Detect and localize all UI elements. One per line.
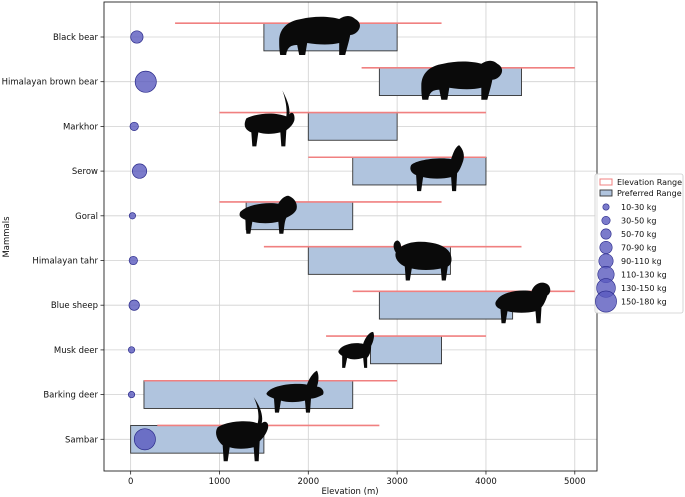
legend-size-label: 50-70 kg xyxy=(621,230,657,239)
x-axis-label: Elevation (m) xyxy=(321,487,378,497)
y-tick-label: Himalayan brown bear xyxy=(2,78,99,88)
legend-size-bubble xyxy=(601,216,611,226)
weight-bubble xyxy=(128,299,140,311)
x-axis-ticks: 0 1000 2000 3000 4000 5000 xyxy=(128,471,586,487)
legend-size-label: 70-90 kg xyxy=(621,244,657,253)
y-tick-label: Musk deer xyxy=(54,346,99,356)
legend-label-preferred: Preferred Range xyxy=(617,189,682,198)
x-tick-label: 3000 xyxy=(386,477,408,487)
weight-bubbles xyxy=(127,30,157,451)
preferred-range-bar xyxy=(378,290,514,320)
y-tick-label: Markhor xyxy=(63,122,99,132)
legend-size-label: 90-110 kg xyxy=(621,257,662,266)
x-tick-label: 1000 xyxy=(209,477,231,487)
y-axis-label: Mammals xyxy=(2,216,12,258)
weight-bubble xyxy=(134,70,157,93)
y-tick-label: Barking deer xyxy=(43,391,98,401)
legend-size-bubble xyxy=(602,203,610,211)
y-tick-label: Black bear xyxy=(53,33,99,43)
legend-swatch-preferred xyxy=(599,189,613,197)
goral-silhouette xyxy=(239,195,297,234)
animal-silhouettes xyxy=(216,16,551,462)
legend-size-bubble xyxy=(600,228,612,240)
weight-bubble xyxy=(128,255,138,266)
y-tick-label: Goral xyxy=(75,212,98,222)
weight-bubble xyxy=(130,30,144,44)
weight-bubble xyxy=(129,121,139,131)
sambar-silhouette xyxy=(216,397,269,462)
legend-size-label: 130-150 kg xyxy=(621,284,667,293)
x-tick-label: 5000 xyxy=(564,477,586,487)
legend-size-label: 30-50 kg xyxy=(621,217,657,226)
tahr-silhouette xyxy=(393,240,452,281)
y-tick-label: Blue sheep xyxy=(51,301,98,311)
legend-size-bubble xyxy=(599,241,613,255)
legend-size-label: 110-130 kg xyxy=(621,271,667,280)
serow-silhouette xyxy=(410,145,464,192)
muskdeer-silhouette xyxy=(338,331,374,368)
weight-bubble xyxy=(128,212,136,220)
preferred-range-bar xyxy=(307,112,398,141)
barkingdeer-silhouette xyxy=(266,370,324,413)
legend-size-bubble xyxy=(595,290,617,313)
y-axis-ticks: Black bear Himalayan brown bear Markhor Ser… xyxy=(2,33,104,445)
bluesheep-silhouette xyxy=(495,282,551,324)
bear-silhouette xyxy=(421,60,503,100)
x-tick-label: 2000 xyxy=(297,477,319,487)
x-tick-label: 0 xyxy=(128,477,133,487)
weight-bubble xyxy=(127,391,136,399)
legend-size-label: 150-180 kg xyxy=(621,298,667,307)
y-tick-label: Serow xyxy=(72,167,98,177)
preferred-range-bar xyxy=(370,335,442,365)
legend-box xyxy=(594,173,684,314)
markhor-silhouette xyxy=(244,90,295,147)
legend-size-label: 10-30 kg xyxy=(621,203,657,212)
y-tick-label: Sambar xyxy=(65,435,98,445)
legend-label-elevation: Elevation Range xyxy=(617,178,682,187)
weight-bubble xyxy=(133,428,156,451)
x-tick-label: 4000 xyxy=(475,477,497,487)
weight-bubble xyxy=(131,163,148,179)
legend-swatch-elevation xyxy=(599,178,613,186)
weight-bubble xyxy=(127,346,136,354)
bear-silhouette xyxy=(279,16,360,55)
legend: Elevation Range Preferred Range 10-30 kg 30… xyxy=(594,173,684,314)
y-tick-label: Himalayan tahr xyxy=(32,257,98,267)
